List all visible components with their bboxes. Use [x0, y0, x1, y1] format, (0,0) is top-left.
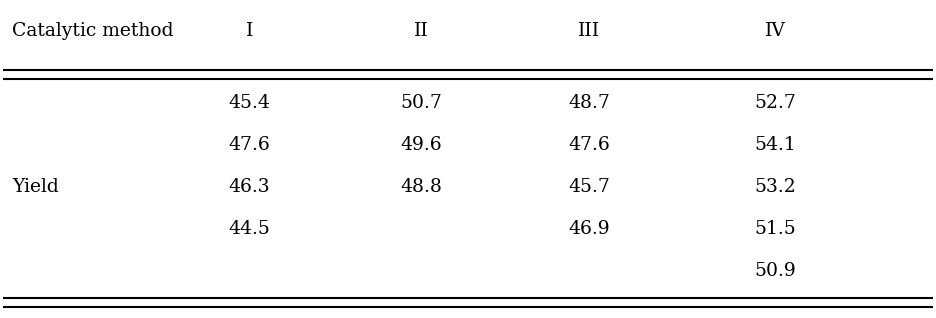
- Text: 44.5: 44.5: [228, 220, 271, 238]
- Text: III: III: [578, 22, 600, 40]
- Text: 52.7: 52.7: [754, 94, 796, 112]
- Text: Catalytic method: Catalytic method: [12, 22, 173, 40]
- Text: 48.8: 48.8: [401, 178, 443, 196]
- Text: 48.7: 48.7: [568, 94, 610, 112]
- Text: 49.6: 49.6: [401, 136, 443, 154]
- Text: 47.6: 47.6: [568, 136, 610, 154]
- Text: 47.6: 47.6: [228, 136, 271, 154]
- Text: 50.7: 50.7: [401, 94, 443, 112]
- Text: II: II: [414, 22, 429, 40]
- Text: 46.3: 46.3: [228, 178, 271, 196]
- Text: Yield: Yield: [12, 178, 59, 196]
- Text: 50.9: 50.9: [754, 262, 796, 280]
- Text: I: I: [245, 22, 253, 40]
- Text: 45.4: 45.4: [228, 94, 271, 112]
- Text: IV: IV: [765, 22, 785, 40]
- Text: 53.2: 53.2: [754, 178, 796, 196]
- Text: 45.7: 45.7: [568, 178, 610, 196]
- Text: 46.9: 46.9: [568, 220, 609, 238]
- Text: 54.1: 54.1: [754, 136, 796, 154]
- Text: 51.5: 51.5: [754, 220, 796, 238]
